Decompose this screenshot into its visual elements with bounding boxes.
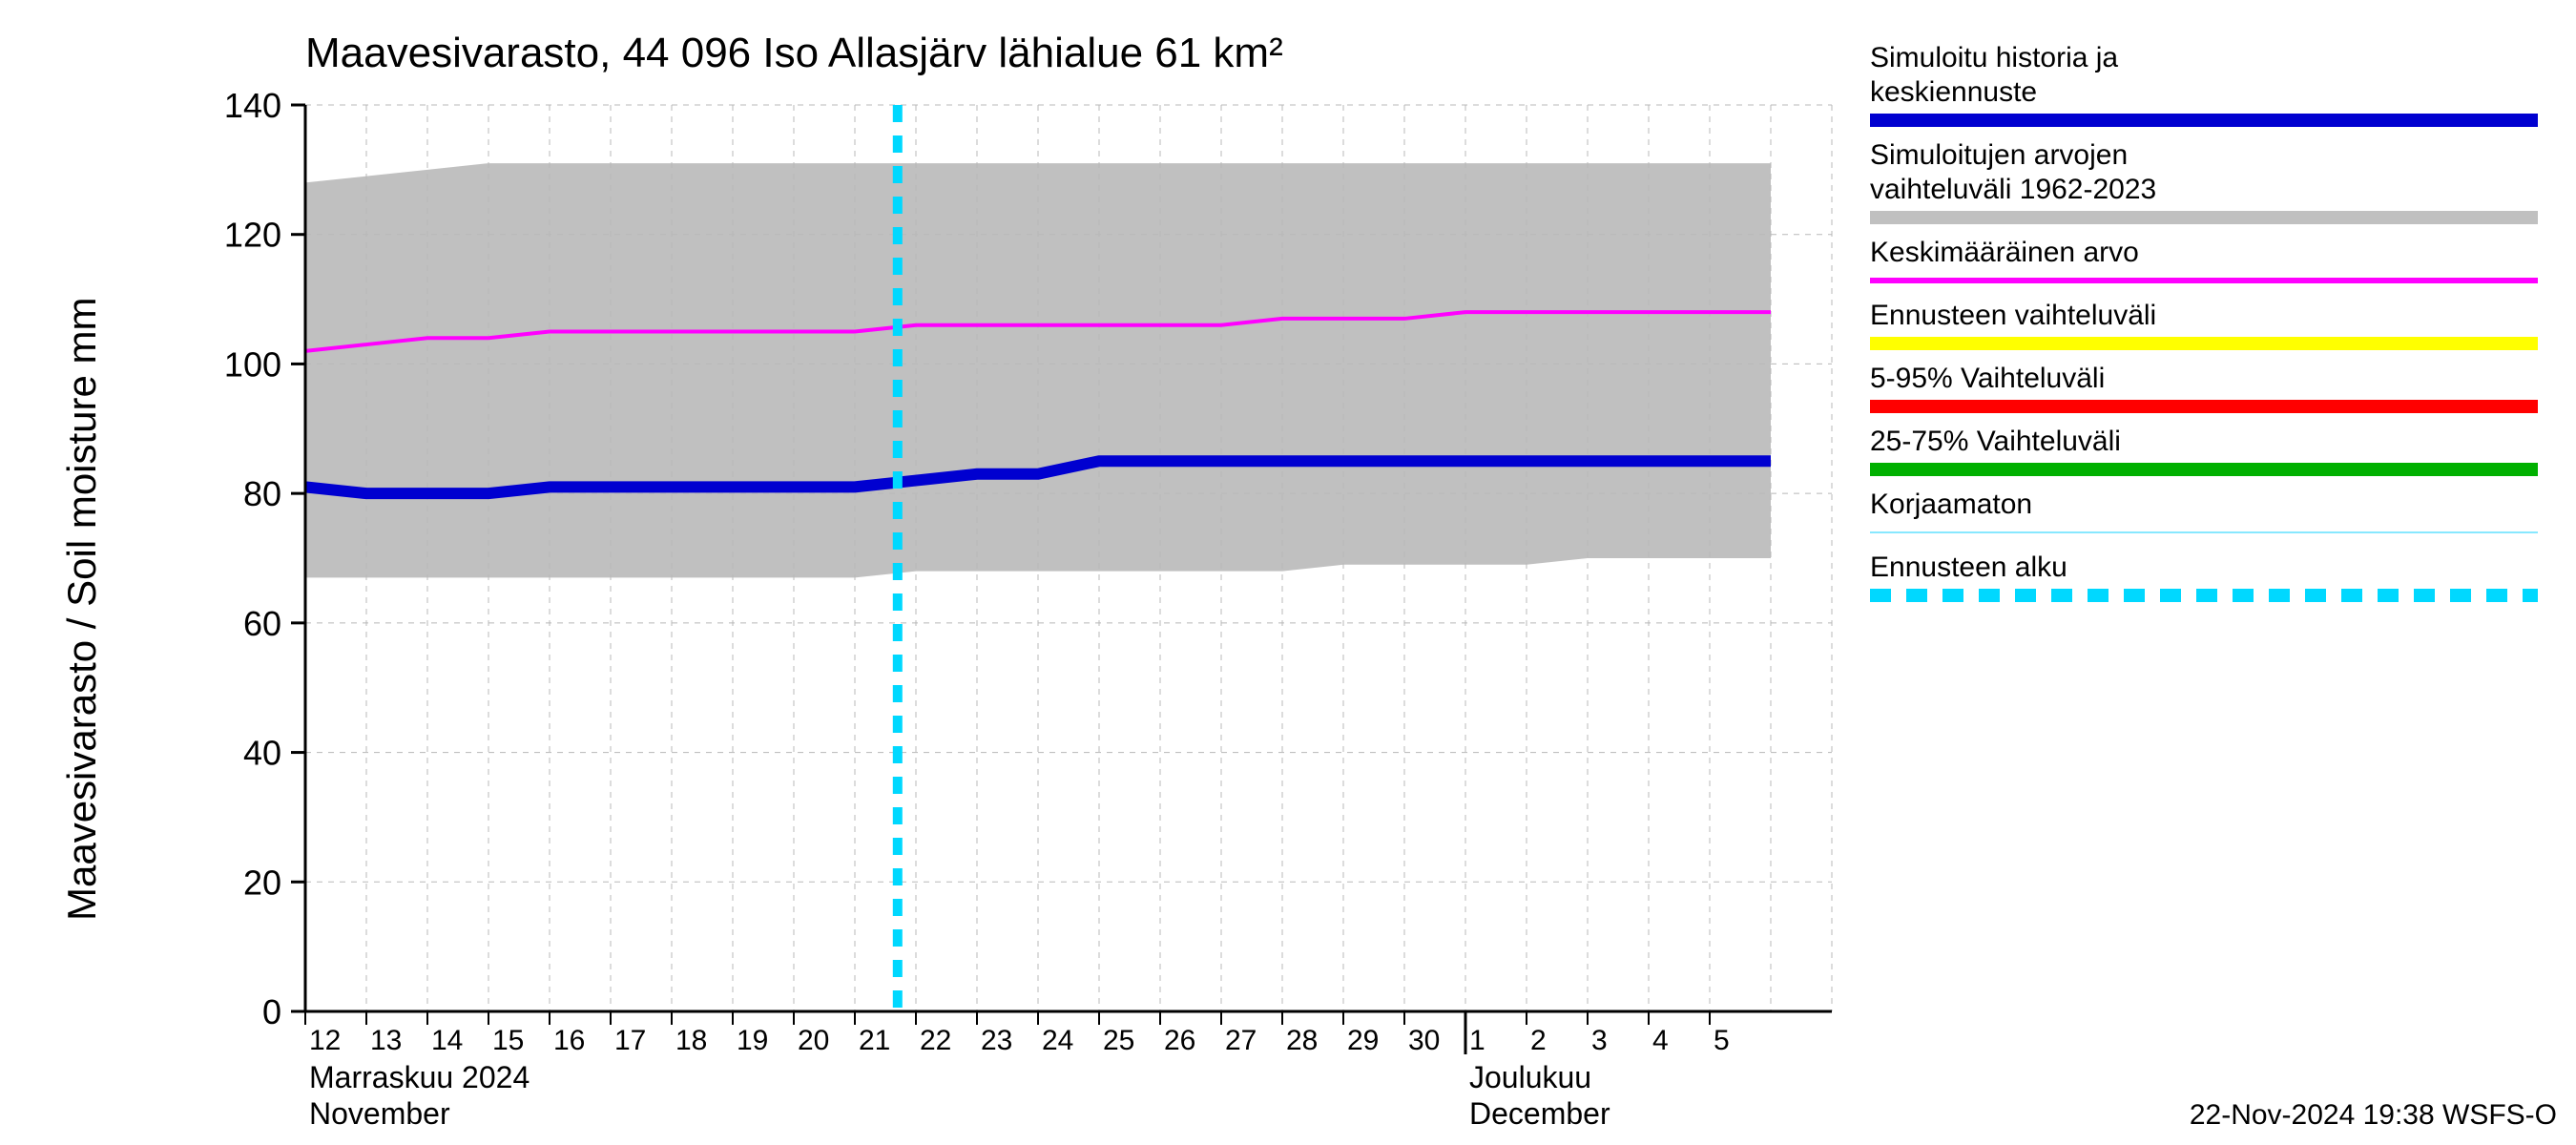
x-tick-label: 2 [1530, 1025, 1547, 1056]
legend-label: vaihteluväli 1962-2023 [1870, 174, 2156, 205]
x-tick-label: 16 [553, 1025, 585, 1056]
x-tick-label: 4 [1652, 1025, 1669, 1056]
y-tick-label: 120 [224, 216, 281, 255]
x-tick-label: 3 [1591, 1025, 1608, 1056]
month2-fi: Joulukuu [1469, 1060, 1591, 1094]
x-tick-label: 1 [1469, 1025, 1485, 1056]
x-tick-label: 14 [431, 1025, 463, 1056]
y-tick-label: 80 [243, 474, 281, 513]
y-tick-label: 140 [224, 86, 281, 125]
x-tick-label: 13 [370, 1025, 402, 1056]
chart-title: Maavesivarasto, 44 096 Iso Allasjärv läh… [305, 30, 1283, 76]
x-tick-label: 22 [920, 1025, 951, 1056]
legend-label: Ennusteen vaihteluväli [1870, 300, 2156, 331]
legend-label: 25-75% Vaihteluväli [1870, 426, 2121, 457]
x-tick-label: 5 [1714, 1025, 1730, 1056]
x-tick-label: 21 [859, 1025, 890, 1056]
x-tick-label: 28 [1286, 1025, 1318, 1056]
x-tick-label: 12 [309, 1025, 341, 1056]
month1-fi: Marraskuu 2024 [309, 1060, 530, 1094]
soil-moisture-chart: Maavesivarasto, 44 096 Iso Allasjärv läh… [0, 0, 2576, 1145]
timestamp: 22-Nov-2024 19:38 WSFS-O [2190, 1099, 2557, 1131]
x-tick-label: 24 [1042, 1025, 1073, 1056]
legend-label: keskiennuste [1870, 76, 2037, 108]
x-tick-label: 25 [1103, 1025, 1134, 1056]
y-tick-label: 60 [243, 604, 281, 643]
y-tick-label: 40 [243, 734, 281, 773]
y-tick-label: 0 [262, 992, 281, 1031]
x-tick-label: 23 [981, 1025, 1012, 1056]
x-tick-label: 30 [1408, 1025, 1440, 1056]
legend-label: Korjaamaton [1870, 489, 2032, 520]
x-tick-label: 27 [1225, 1025, 1257, 1056]
x-tick-label: 19 [737, 1025, 768, 1056]
y-axis-label: Maavesivarasto / Soil moisture mm [59, 297, 104, 921]
x-tick-label: 29 [1347, 1025, 1379, 1056]
legend-label: 5-95% Vaihteluväli [1870, 363, 2105, 394]
month2-en: December [1469, 1096, 1610, 1131]
x-tick-label: 18 [675, 1025, 707, 1056]
y-tick-label: 100 [224, 344, 281, 384]
legend-label: Simuloitujen arvojen [1870, 139, 2128, 171]
x-tick-label: 20 [798, 1025, 829, 1056]
month1-en: November [309, 1096, 450, 1131]
x-tick-label: 17 [614, 1025, 646, 1056]
legend-label: Ennusteen alku [1870, 552, 2067, 583]
y-tick-label: 20 [243, 863, 281, 902]
legend-label: Simuloitu historia ja [1870, 42, 2118, 73]
legend-label: Keskimääräinen arvo [1870, 237, 2139, 268]
x-tick-label: 15 [492, 1025, 524, 1056]
x-tick-label: 26 [1164, 1025, 1195, 1056]
